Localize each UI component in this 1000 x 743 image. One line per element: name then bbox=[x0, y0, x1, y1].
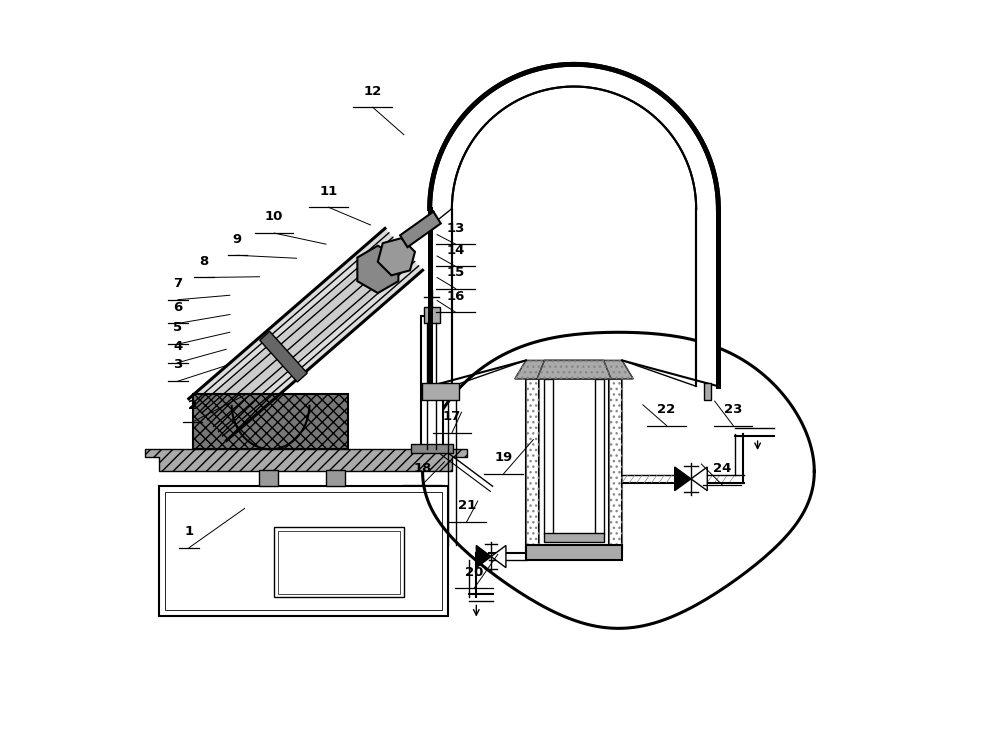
Text: 6: 6 bbox=[173, 301, 183, 314]
Bar bbox=[526, 379, 539, 549]
Text: 2: 2 bbox=[188, 399, 197, 412]
Text: 24: 24 bbox=[713, 462, 731, 475]
Polygon shape bbox=[145, 450, 467, 471]
Text: 10: 10 bbox=[265, 210, 283, 224]
Bar bbox=[609, 379, 622, 549]
Polygon shape bbox=[675, 467, 691, 490]
Bar bbox=[411, 444, 453, 453]
Text: 4: 4 bbox=[173, 340, 183, 353]
Bar bbox=[165, 492, 442, 610]
Text: 17: 17 bbox=[443, 410, 461, 424]
Polygon shape bbox=[357, 246, 398, 293]
Polygon shape bbox=[378, 239, 415, 276]
Bar bbox=[424, 307, 440, 323]
Text: 23: 23 bbox=[724, 403, 742, 416]
Bar bbox=[526, 545, 622, 560]
Text: 12: 12 bbox=[364, 85, 382, 97]
Polygon shape bbox=[189, 228, 423, 441]
Text: 14: 14 bbox=[446, 244, 465, 257]
Text: 20: 20 bbox=[465, 565, 483, 579]
Bar bbox=[326, 470, 345, 486]
Text: 19: 19 bbox=[495, 451, 513, 464]
Text: 5: 5 bbox=[173, 322, 183, 334]
Text: 8: 8 bbox=[199, 255, 209, 268]
Bar bbox=[159, 486, 448, 616]
Text: 1: 1 bbox=[185, 525, 194, 538]
Polygon shape bbox=[260, 331, 307, 382]
Polygon shape bbox=[704, 383, 711, 400]
Polygon shape bbox=[491, 545, 506, 568]
Text: 9: 9 bbox=[233, 233, 242, 246]
Polygon shape bbox=[537, 360, 611, 379]
Text: 3: 3 bbox=[173, 359, 183, 372]
Text: 11: 11 bbox=[319, 184, 337, 198]
Text: 21: 21 bbox=[458, 499, 476, 512]
Polygon shape bbox=[422, 383, 459, 400]
Bar bbox=[544, 533, 604, 542]
Bar bbox=[259, 470, 278, 486]
Polygon shape bbox=[400, 212, 441, 247]
Polygon shape bbox=[193, 394, 348, 450]
Text: 7: 7 bbox=[173, 277, 183, 290]
Text: 16: 16 bbox=[446, 290, 465, 302]
Bar bbox=[278, 531, 400, 594]
Polygon shape bbox=[691, 467, 707, 490]
Text: 13: 13 bbox=[446, 221, 465, 235]
Bar bbox=[421, 316, 443, 450]
Polygon shape bbox=[198, 239, 414, 431]
Polygon shape bbox=[476, 545, 491, 568]
Bar bbox=[609, 379, 622, 549]
Text: 22: 22 bbox=[657, 403, 676, 416]
Polygon shape bbox=[515, 360, 633, 379]
Text: 15: 15 bbox=[446, 266, 465, 279]
Bar bbox=[526, 379, 539, 549]
Bar bbox=[274, 527, 404, 597]
Bar bbox=[595, 379, 604, 534]
Bar bbox=[544, 379, 553, 534]
Text: 18: 18 bbox=[413, 462, 431, 475]
